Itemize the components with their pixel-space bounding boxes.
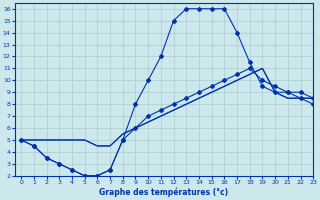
X-axis label: Graphe des températures (°c): Graphe des températures (°c) xyxy=(100,188,228,197)
